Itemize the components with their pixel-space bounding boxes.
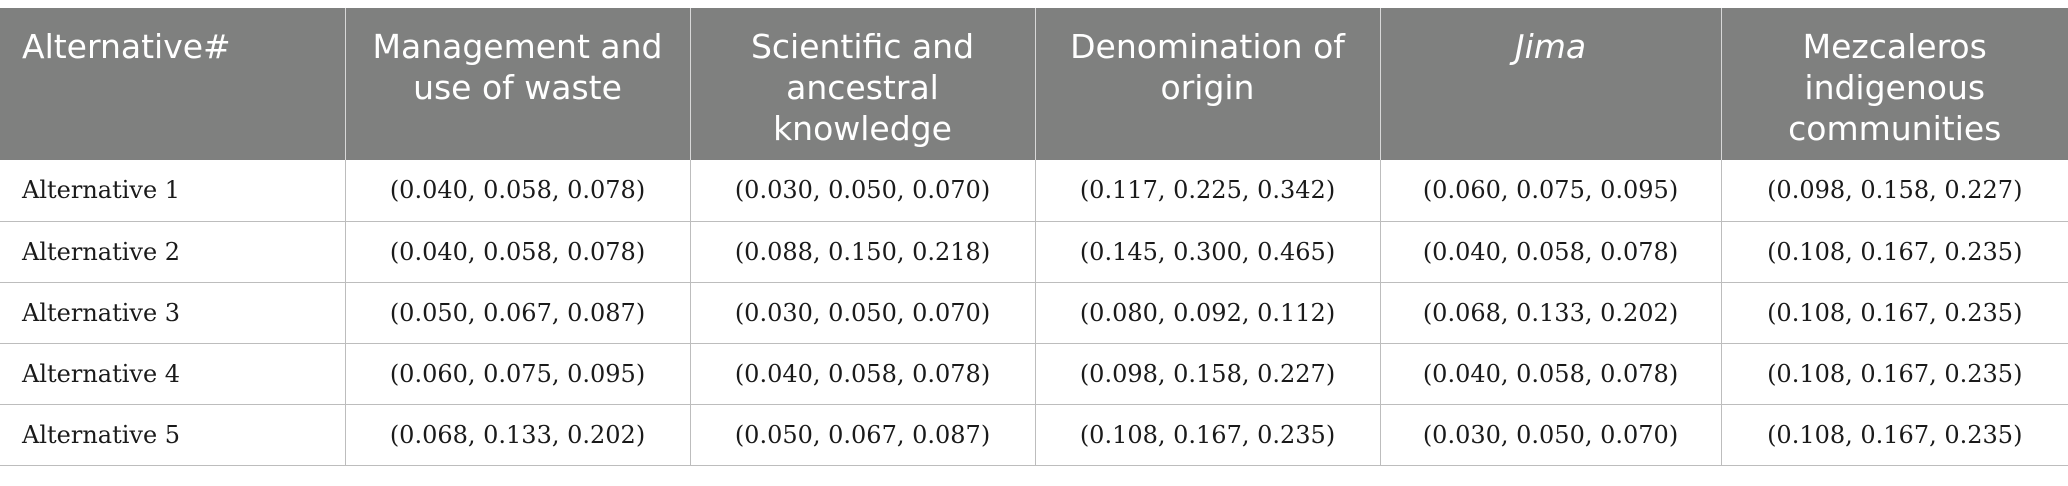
- table-cell: (0.060, 0.075, 0.095): [344, 343, 690, 405]
- table-cell: (0.040, 0.058, 0.078): [344, 221, 690, 283]
- table-cell: (0.030, 0.050, 0.070): [689, 160, 1035, 222]
- table-cell: (0.098, 0.158, 0.227): [1720, 160, 2068, 222]
- table-cell: (0.050, 0.067, 0.087): [689, 404, 1035, 466]
- table-header: Alternative# Management and use of waste…: [0, 8, 2068, 160]
- table-row: Alternative 3 (0.050, 0.067, 0.087) (0.0…: [0, 282, 2068, 344]
- header-indigenous-communities: Mezcaleros indigenous communities: [1720, 8, 2068, 160]
- table-cell: (0.040, 0.058, 0.078): [689, 343, 1035, 405]
- table-cell: (0.080, 0.092, 0.112): [1034, 282, 1380, 344]
- row-label: Alternative 1: [0, 160, 345, 222]
- table-row: Alternative 1 (0.040, 0.058, 0.078) (0.0…: [0, 160, 2068, 222]
- header-row: Alternative# Management and use of waste…: [0, 8, 2068, 160]
- alternatives-table: Alternative# Management and use of waste…: [0, 8, 2068, 466]
- table-cell: (0.108, 0.167, 0.235): [1720, 282, 2068, 344]
- table-cell: (0.040, 0.058, 0.078): [344, 160, 690, 222]
- table-cell: (0.040, 0.058, 0.078): [1379, 221, 1721, 283]
- table-cell: (0.068, 0.133, 0.202): [1379, 282, 1721, 344]
- table-cell: (0.108, 0.167, 0.235): [1720, 404, 2068, 466]
- table-row: Alternative 2 (0.040, 0.058, 0.078) (0.0…: [0, 221, 2068, 283]
- table-cell: (0.108, 0.167, 0.235): [1720, 221, 2068, 283]
- table-cell: (0.030, 0.050, 0.070): [689, 282, 1035, 344]
- header-denomination-origin: Denomination of origin: [1034, 8, 1380, 160]
- header-alternative: Alternative#: [0, 8, 345, 160]
- header-management-waste: Management and use of waste: [344, 8, 690, 160]
- table-cell: (0.050, 0.067, 0.087): [344, 282, 690, 344]
- table-cell: (0.040, 0.058, 0.078): [1379, 343, 1721, 405]
- table-cell: (0.068, 0.133, 0.202): [344, 404, 690, 466]
- row-label: Alternative 3: [0, 282, 345, 344]
- table-cell: (0.117, 0.225, 0.342): [1034, 160, 1380, 222]
- table-cell: (0.098, 0.158, 0.227): [1034, 343, 1380, 405]
- table-cell: (0.145, 0.300, 0.465): [1034, 221, 1380, 283]
- table-cell: (0.108, 0.167, 0.235): [1720, 343, 2068, 405]
- row-label: Alternative 4: [0, 343, 345, 405]
- row-label: Alternative 2: [0, 221, 345, 283]
- header-jima: Jima: [1379, 8, 1721, 160]
- table-cell: (0.088, 0.150, 0.218): [689, 221, 1035, 283]
- table-row: Alternative 4 (0.060, 0.075, 0.095) (0.0…: [0, 343, 2068, 405]
- row-label: Alternative 5: [0, 404, 345, 466]
- table-cell: (0.060, 0.075, 0.095): [1379, 160, 1721, 222]
- table-body: Alternative 1 (0.040, 0.058, 0.078) (0.0…: [0, 160, 2068, 466]
- header-scientific-knowledge: Scientific and ancestral knowledge: [689, 8, 1035, 160]
- table-cell: (0.030, 0.050, 0.070): [1379, 404, 1721, 466]
- table-row: Alternative 5 (0.068, 0.133, 0.202) (0.0…: [0, 404, 2068, 466]
- table-cell: (0.108, 0.167, 0.235): [1034, 404, 1380, 466]
